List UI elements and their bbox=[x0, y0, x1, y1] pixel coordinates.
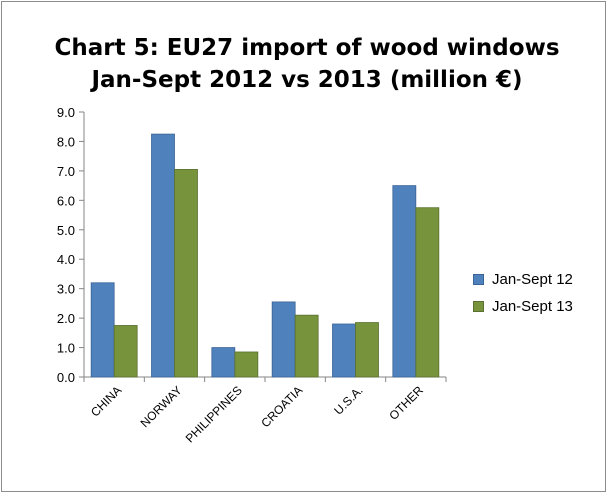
bar-jan-sept-13-norway bbox=[174, 169, 198, 378]
y-tick-label: 2.0 bbox=[57, 311, 75, 326]
y-tick-label: 0.0 bbox=[57, 370, 75, 385]
bar-jan-sept-13-philippines bbox=[234, 351, 259, 378]
chart-title-line-2: Jan-Sept 2012 vs 2013 (million €) bbox=[91, 67, 523, 93]
y-tick-label: 9.0 bbox=[57, 105, 75, 120]
bar-jan-sept-13-u-s-a- bbox=[355, 322, 379, 378]
y-tick-label: 4.0 bbox=[57, 252, 75, 267]
bar-jan-sept-12-other bbox=[392, 185, 417, 378]
x-category-label: OTHER bbox=[386, 383, 426, 423]
bar-jan-sept-13-other bbox=[415, 207, 440, 378]
legend-swatch-jan-sept-12 bbox=[473, 274, 484, 285]
chart-legend: Jan-Sept 12 Jan-Sept 13 bbox=[473, 266, 603, 320]
legend-swatch-jan-sept-13 bbox=[473, 301, 484, 312]
bar-jan-sept-12-china bbox=[90, 282, 115, 378]
x-category-label: NORWAY bbox=[138, 383, 185, 430]
legend-label-jan-sept-12: Jan-Sept 12 bbox=[492, 271, 573, 288]
legend-item-jan-sept-12: Jan-Sept 12 bbox=[473, 266, 603, 293]
x-category-label: U.S.A. bbox=[331, 383, 365, 417]
y-tick-label: 1.0 bbox=[57, 341, 75, 356]
y-tick-label: 5.0 bbox=[57, 223, 75, 238]
bar-jan-sept-12-norway bbox=[151, 133, 175, 378]
y-tick-label: 6.0 bbox=[57, 193, 75, 208]
x-category-label: CHINA bbox=[88, 383, 124, 419]
bar-jan-sept-12-croatia bbox=[271, 301, 296, 378]
legend-label-jan-sept-13: Jan-Sept 13 bbox=[492, 298, 573, 315]
y-tick-label: 7.0 bbox=[57, 164, 75, 179]
bar-jan-sept-12-u-s-a- bbox=[332, 323, 356, 378]
y-tick-label: 3.0 bbox=[57, 282, 75, 297]
chart-title-line-1: Chart 5: EU27 import of wood windows bbox=[54, 35, 560, 61]
bar-jan-sept-13-china bbox=[113, 325, 138, 378]
legend-item-jan-sept-13: Jan-Sept 13 bbox=[473, 293, 603, 320]
x-category-label: CROATIA bbox=[258, 383, 305, 430]
bar-jan-sept-13-croatia bbox=[294, 314, 319, 378]
x-category-label: PHILIPPINES bbox=[183, 383, 245, 445]
bar-jan-sept-12-philippines bbox=[211, 347, 236, 378]
y-tick-label: 8.0 bbox=[57, 134, 75, 149]
chart-title: Chart 5: EU27 import of wood windows Jan… bbox=[22, 32, 592, 96]
